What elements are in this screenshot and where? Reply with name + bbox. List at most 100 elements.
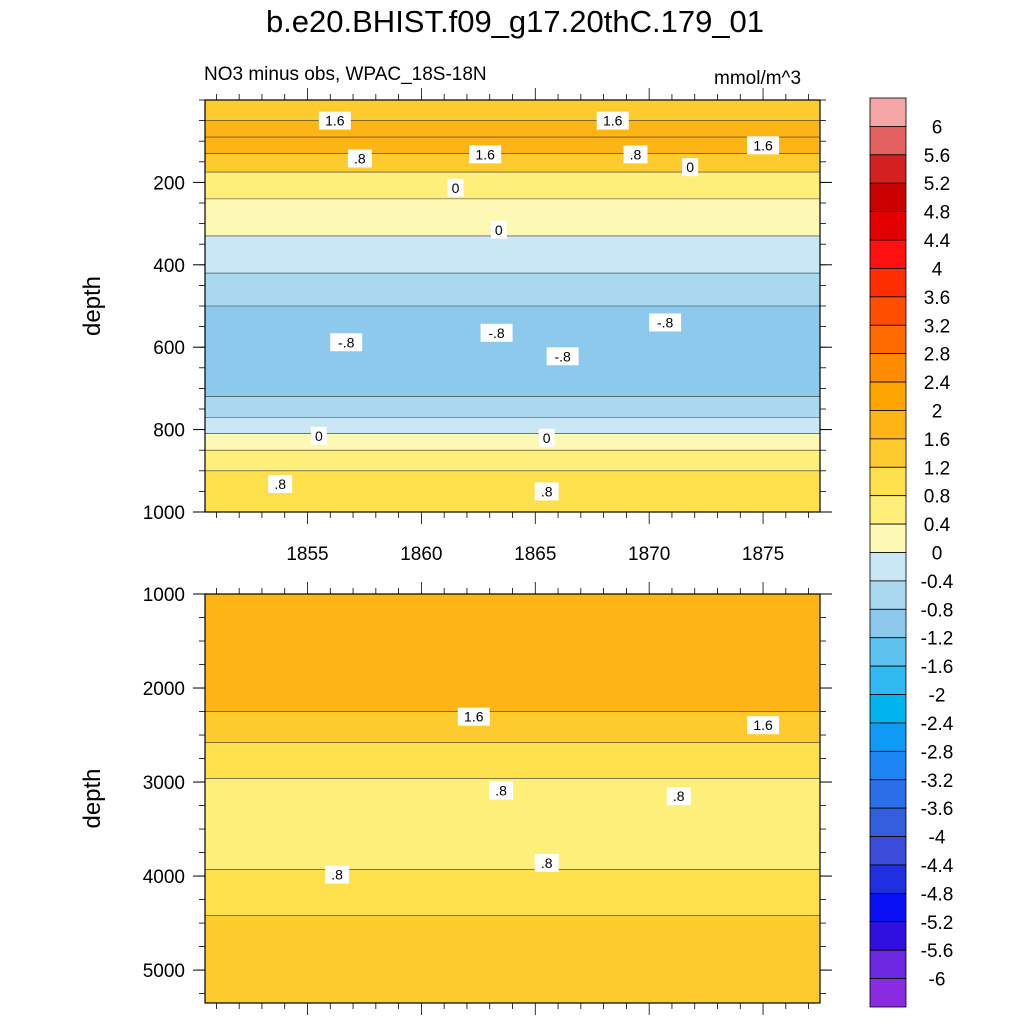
contour-label-box — [623, 145, 648, 164]
colorbar-label: 2.8 — [924, 345, 950, 366]
colorbar-swatch — [869, 182, 907, 213]
colorbar-label: -4.4 — [921, 856, 954, 877]
y-tick-label: 600 — [153, 338, 185, 359]
colorbar-label: -2 — [929, 686, 946, 707]
colorbar-label: 0.8 — [924, 487, 950, 508]
colorbar-swatch — [869, 665, 907, 695]
contour-band — [205, 742, 820, 779]
y-tick-label: 2000 — [143, 679, 185, 700]
colorbar-label: -3.2 — [921, 771, 954, 792]
contour-label-box — [480, 323, 513, 342]
contour-band — [205, 450, 820, 471]
contour-label: -.8 — [488, 325, 505, 341]
contour-band — [205, 594, 820, 712]
colorbar-swatch — [869, 97, 907, 127]
chart-subtitle: NO3 minus obs, WPAC_18S-18N — [204, 64, 487, 85]
colorbar-label: 5.6 — [924, 146, 950, 167]
colorbar-label: 1.2 — [924, 458, 950, 479]
colorbar-swatch — [869, 608, 907, 639]
contour-label-box — [747, 136, 780, 155]
contour-band — [205, 273, 820, 306]
units-label: mmol/m^3 — [714, 68, 802, 89]
colorbar-label: 4.8 — [924, 203, 950, 224]
contour-label-box — [318, 111, 351, 130]
colorbar-swatch — [869, 296, 907, 326]
contour-label: -.8 — [554, 348, 571, 364]
y-tick-label: 200 — [153, 173, 185, 194]
contour-band — [205, 120, 820, 138]
colorbar-swatch — [869, 580, 907, 610]
contour-label: 1.6 — [753, 717, 773, 733]
colorbar-swatch — [869, 978, 907, 1008]
contour-label: .8 — [354, 151, 366, 167]
colorbar-swatch — [869, 637, 907, 667]
colorbar-swatch — [869, 466, 907, 497]
y-tick-label: 5000 — [143, 961, 185, 982]
x-tick-label: 1875 — [742, 544, 784, 565]
contour-label-box — [534, 482, 559, 501]
contour-band — [205, 306, 820, 397]
colorbar-swatch — [869, 892, 907, 923]
contour-label-box — [347, 149, 372, 168]
colorbar-swatch — [869, 268, 907, 298]
contour-band — [205, 137, 820, 154]
contour-band — [205, 433, 820, 451]
x-tick-label: 1865 — [514, 544, 556, 565]
contour-label-box — [666, 787, 691, 806]
colorbar-label: -4.8 — [921, 884, 954, 905]
contour-band — [205, 100, 820, 121]
contour-label-box — [546, 347, 579, 366]
contour-label-box — [330, 333, 363, 352]
colorbar-swatch — [869, 836, 907, 866]
colorbar-label: -1.6 — [921, 657, 954, 678]
y-tick-label: 4000 — [143, 867, 185, 888]
contour-label-box — [457, 707, 490, 726]
colorbar-label: -0.8 — [921, 600, 954, 621]
contour-label: 0 — [495, 222, 503, 238]
contour-label: 0 — [452, 180, 460, 196]
y-tick-label: 1000 — [143, 503, 185, 524]
contour-label-box — [447, 178, 464, 197]
colorbar-swatch — [869, 353, 907, 383]
colorbar-swatch — [869, 523, 907, 553]
colorbar-swatch — [869, 694, 907, 724]
contour-label: .8 — [274, 476, 286, 492]
x-tick-label: 1855 — [286, 544, 328, 565]
colorbar-label: 4 — [932, 259, 943, 280]
contour-band — [205, 869, 820, 916]
contour-band — [205, 153, 820, 173]
colorbar-swatch — [869, 779, 907, 809]
contour-label-box — [534, 853, 559, 872]
y-tick-label: 1000 — [143, 585, 185, 606]
colorbar-swatch — [869, 126, 907, 156]
colorbar-swatch — [869, 438, 907, 468]
colorbar-swatch — [869, 864, 907, 894]
colorbar-label: -0.4 — [921, 572, 954, 593]
contour-band — [205, 235, 820, 274]
colorbar-swatch — [869, 921, 907, 951]
colorbar-swatch — [869, 495, 907, 525]
colorbar-label: -2.4 — [921, 714, 954, 735]
colorbar-swatch — [869, 552, 907, 582]
contour-label: 1.6 — [475, 146, 495, 162]
contour-label: .8 — [541, 483, 553, 499]
colorbar-label: -3.6 — [921, 799, 954, 820]
colorbar-label: 4.4 — [924, 231, 951, 252]
contour-label: 1.6 — [753, 137, 773, 153]
contour-label: 1.6 — [464, 709, 484, 725]
colorbar-swatch — [869, 154, 907, 184]
y-axis-title: depth — [79, 768, 106, 828]
contour-band — [205, 470, 820, 512]
colorbar-swatch — [869, 324, 907, 355]
lower-panel: 1000 2000 3000 4000 5000 depth 1.6 1.6 .8 .8 .8 .8 — [79, 582, 832, 1015]
colorbar-label: -2.8 — [921, 742, 954, 763]
contour-label-box — [490, 220, 507, 239]
contour-label: 1.6 — [325, 113, 345, 129]
contour-label-box — [268, 474, 293, 493]
contour-label-box — [489, 781, 514, 800]
y-axis-title: depth — [79, 276, 106, 336]
colorbar: 6 5.6 5.2 4.8 4.4 4 3.6 3.2 2.8 2.4 2 1.6 1.2 0.8 0.4 0… — [869, 97, 954, 1008]
contour-label-box — [596, 111, 629, 130]
colorbar-label: -6 — [929, 970, 946, 991]
colorbar-label: -5.2 — [921, 913, 954, 934]
